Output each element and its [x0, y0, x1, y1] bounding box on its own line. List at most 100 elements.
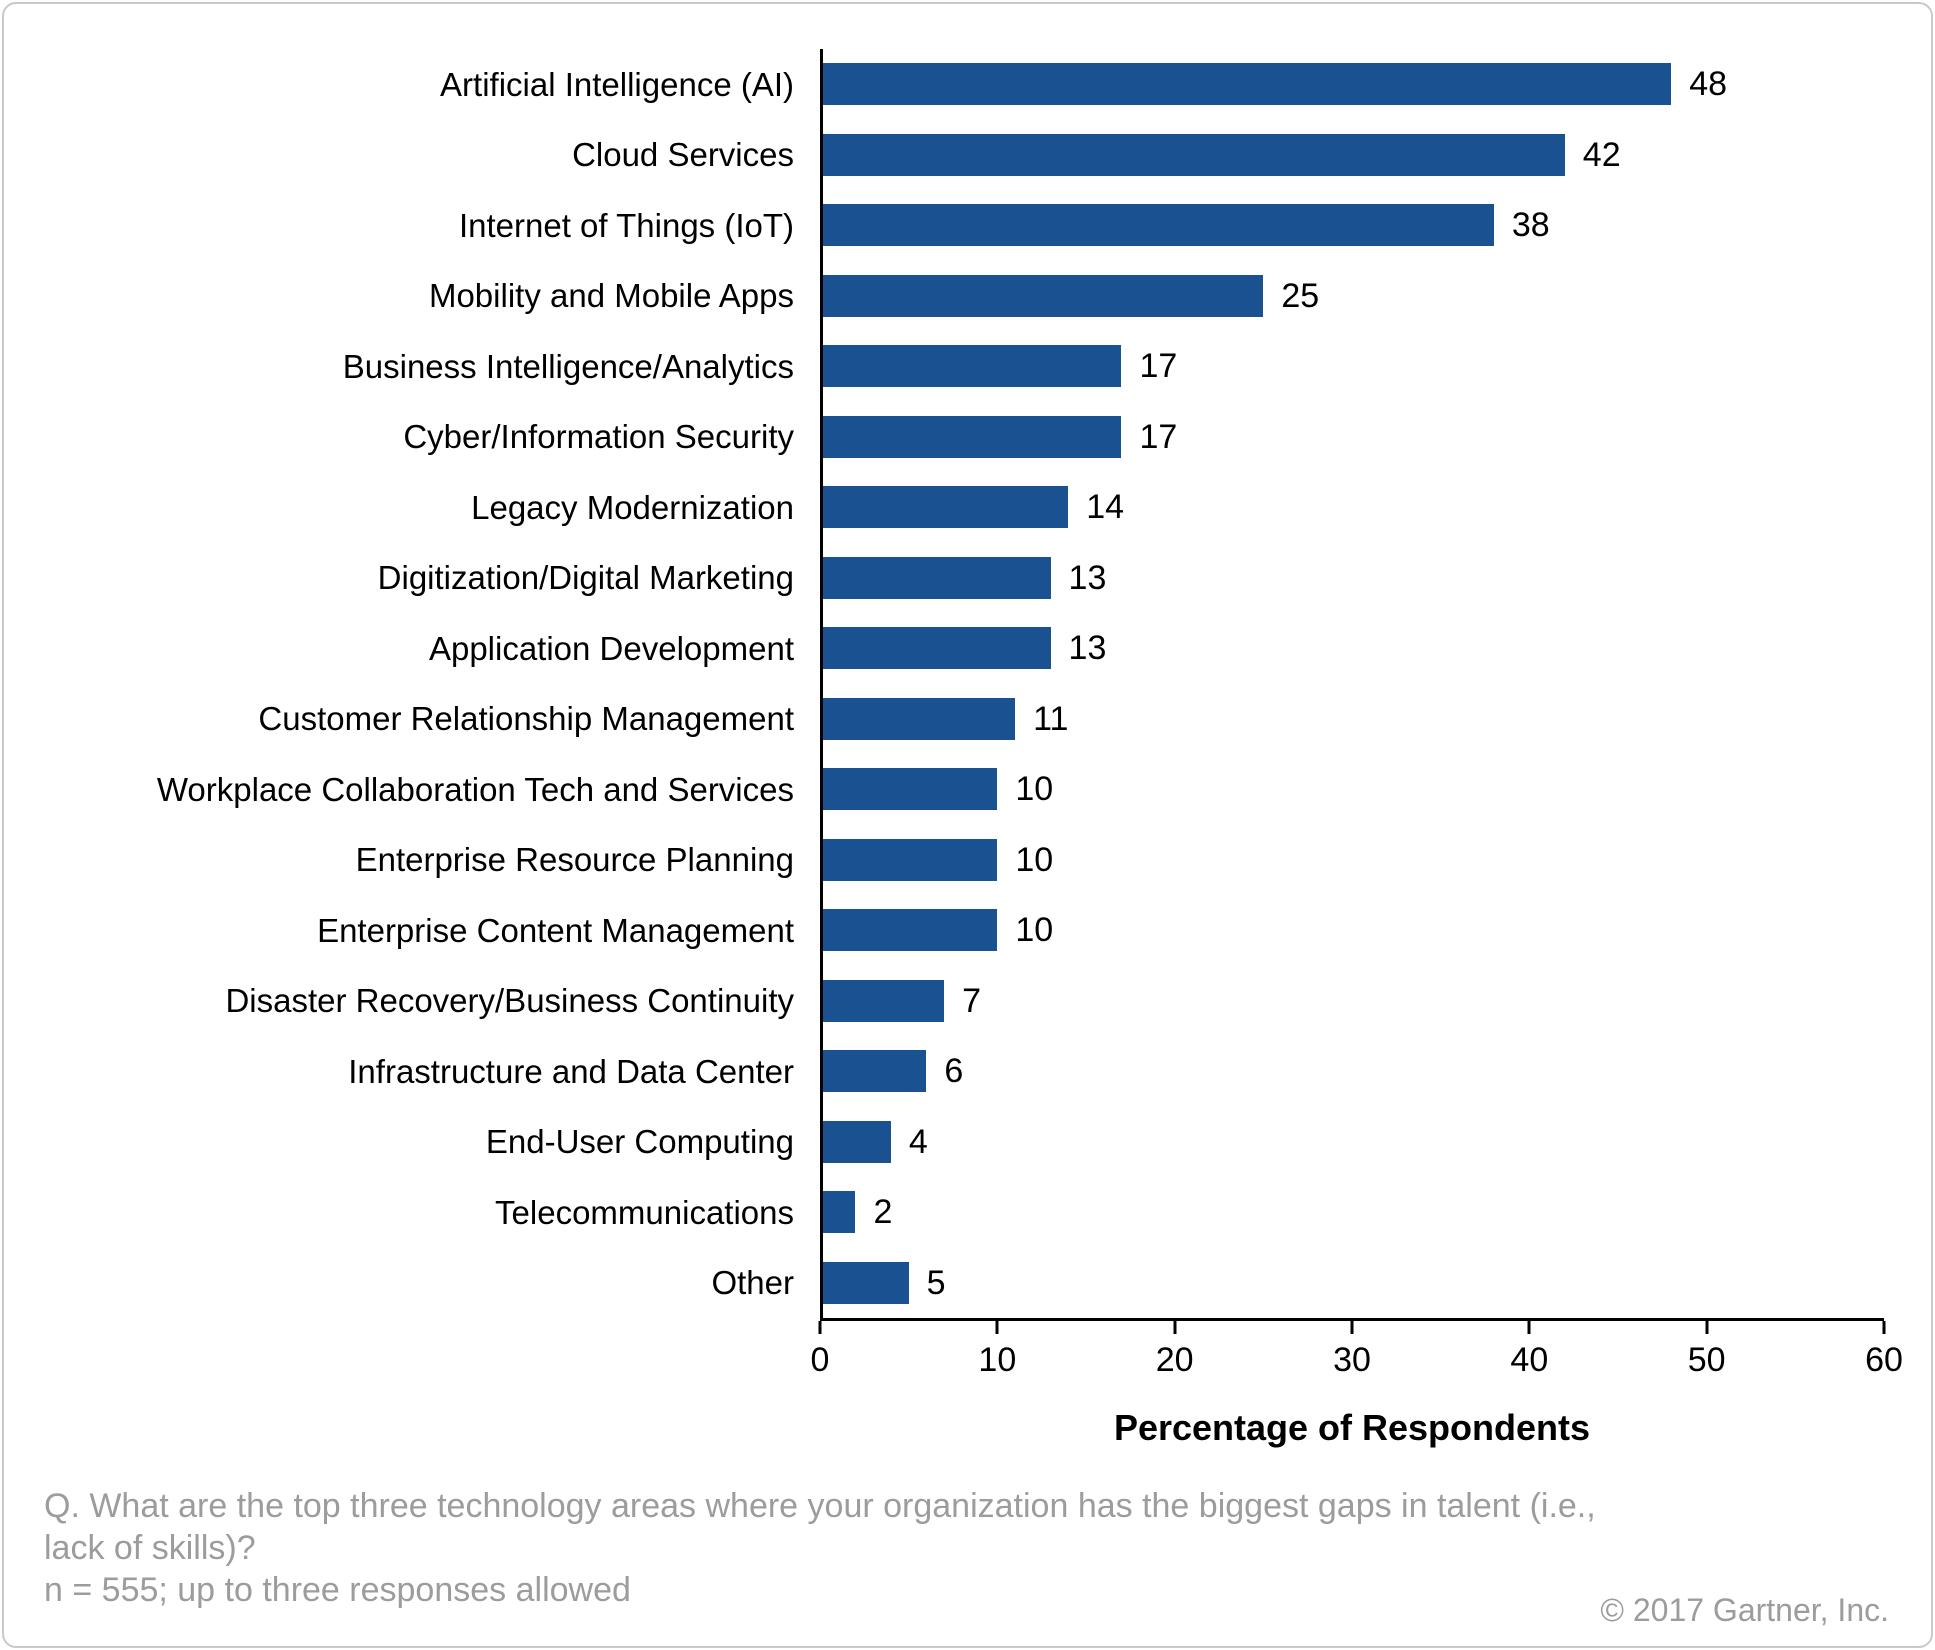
- bar: [820, 627, 1051, 670]
- x-tick-label: 40: [1510, 1341, 1549, 1379]
- value-label: 4: [908, 1122, 928, 1161]
- value-label: 11: [1033, 699, 1069, 738]
- category-label: Infrastructure and Data Center: [348, 1052, 794, 1090]
- bar-row: End-User Computing 4: [44, 1107, 1884, 1178]
- bar: [820, 204, 1494, 247]
- category-label: Mobility and Mobile Apps: [428, 277, 794, 315]
- value-label: 38: [1511, 206, 1550, 245]
- bar: [820, 1120, 891, 1163]
- x-axis-tick: [818, 1321, 822, 1334]
- sample-note: n = 555; up to three responses allowed: [44, 1570, 631, 1609]
- value-label: 10: [1015, 770, 1054, 809]
- x-axis-tick: [1705, 1321, 1709, 1334]
- survey-question: Q. What are the top three technology are…: [44, 1487, 1596, 1567]
- value-label: 13: [1068, 558, 1107, 597]
- x-tick-label: 10: [978, 1341, 1017, 1379]
- category-label: Cloud Services: [572, 136, 794, 174]
- plot-area: Artificial Intelligence (AI) 48 Cloud Serv…: [44, 49, 1884, 1318]
- bar-track: 7: [820, 966, 1884, 1037]
- bar-row: Telecommunications 2: [44, 1177, 1884, 1248]
- bar-row: Enterprise Resource Planning 10: [44, 825, 1884, 896]
- bar-track: 5: [820, 1248, 1884, 1319]
- bar-track: 17: [820, 331, 1884, 402]
- bar: [820, 274, 1264, 317]
- value-label: 17: [1139, 417, 1178, 456]
- bar-row: Customer Relationship Management 11: [44, 684, 1884, 755]
- x-axis-tick: [1527, 1321, 1531, 1334]
- bar: [820, 133, 1565, 176]
- bar-track: 13: [820, 613, 1884, 684]
- bar: [820, 697, 1016, 740]
- bar-track: 10: [820, 754, 1884, 825]
- category-label: Telecommunications: [495, 1193, 794, 1231]
- bar: [820, 415, 1122, 458]
- category-label: Cyber/Information Security: [403, 418, 794, 456]
- x-axis-line: [818, 1318, 1886, 1334]
- bar-row: Workplace Collaboration Tech and Service…: [44, 754, 1884, 825]
- bar-row: Other 5: [44, 1248, 1884, 1319]
- x-axis-tick: [1882, 1321, 1886, 1334]
- category-label: Enterprise Resource Planning: [355, 841, 794, 879]
- x-axis-title: Percentage of Respondents: [1113, 1407, 1591, 1448]
- footnote-block: Q. What are the top three technology are…: [44, 1486, 1614, 1611]
- bar-track: 2: [820, 1177, 1884, 1248]
- category-label: Business Intelligence/Analytics: [342, 347, 794, 385]
- value-label: 42: [1582, 135, 1621, 174]
- bar: [820, 556, 1051, 599]
- bar-row: Disaster Recovery/Business Continuity 7: [44, 966, 1884, 1037]
- bar-track: 13: [820, 543, 1884, 614]
- copyright-notice: © 2017 Gartner, Inc.: [1600, 1592, 1889, 1628]
- bar: [820, 1050, 927, 1093]
- bar-row: Enterprise Content Management 10: [44, 895, 1884, 966]
- bar: [820, 838, 998, 881]
- bar-row: Mobility and Mobile Apps 25: [44, 261, 1884, 332]
- bar-row: Cloud Services 42: [44, 120, 1884, 191]
- x-axis-tick-labels: 0 10 20 30 40 50 60: [811, 1341, 1903, 1383]
- bar: [820, 1261, 909, 1304]
- x-axis-tick: [995, 1321, 999, 1334]
- y-axis-line: [820, 49, 823, 1318]
- bar-track: 42: [820, 120, 1884, 191]
- category-label: Disaster Recovery/Business Continuity: [225, 982, 794, 1020]
- category-label: Customer Relationship Management: [258, 700, 794, 738]
- value-label: 14: [1086, 488, 1125, 527]
- bar-row: Cyber/Information Security 17: [44, 402, 1884, 473]
- bar-track: 14: [820, 472, 1884, 543]
- value-label: 2: [873, 1193, 893, 1232]
- bar-chart: Artificial Intelligence (AI) 48 Cloud Serv…: [44, 49, 1903, 1449]
- bar: [820, 1191, 856, 1234]
- x-tick-label: 20: [1155, 1341, 1194, 1379]
- category-label: Digitization/Digital Marketing: [377, 559, 794, 597]
- bar: [820, 63, 1672, 106]
- category-label: Other: [711, 1264, 794, 1302]
- bar-track: 38: [820, 190, 1884, 261]
- bar-track: 10: [820, 825, 1884, 896]
- x-axis-tick: [1173, 1321, 1177, 1334]
- bar-row: Infrastructure and Data Center 6: [44, 1036, 1884, 1107]
- bar-row: Digitization/Digital Marketing 13: [44, 543, 1884, 614]
- category-label: Internet of Things (IoT): [458, 206, 794, 244]
- bar-track: 4: [820, 1107, 1884, 1178]
- bar: [820, 768, 998, 811]
- bar: [820, 345, 1122, 388]
- x-tick-label: 50: [1687, 1341, 1726, 1379]
- bar-row: Application Development 13: [44, 613, 1884, 684]
- category-label: Legacy Modernization: [471, 488, 794, 526]
- bar-track: 17: [820, 402, 1884, 473]
- value-label: 17: [1139, 347, 1178, 386]
- value-label: 5: [926, 1263, 946, 1302]
- bar: [820, 486, 1069, 529]
- value-label: 10: [1015, 911, 1054, 950]
- value-label: 7: [962, 981, 982, 1020]
- x-axis-tick: [1350, 1321, 1354, 1334]
- bar-row: Legacy Modernization 14: [44, 472, 1884, 543]
- bar-track: 10: [820, 895, 1884, 966]
- bar: [820, 909, 998, 952]
- x-tick-label: 60: [1865, 1341, 1903, 1379]
- value-label: 6: [944, 1052, 964, 1091]
- category-label: Workplace Collaboration Tech and Service…: [156, 770, 794, 808]
- value-label: 48: [1689, 65, 1728, 104]
- bar: [820, 979, 945, 1022]
- bar-row: Artificial Intelligence (AI) 48: [44, 49, 1884, 120]
